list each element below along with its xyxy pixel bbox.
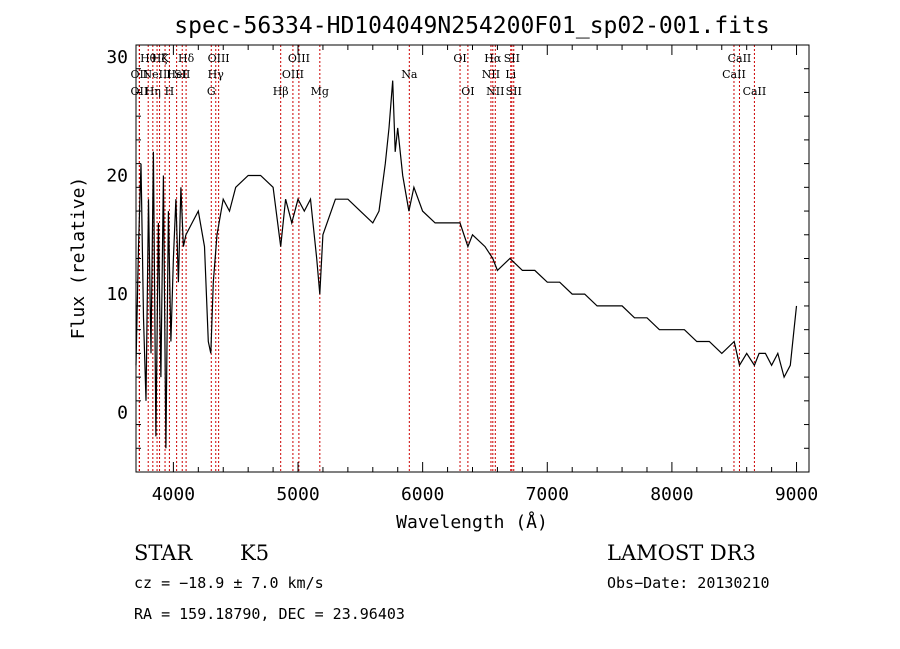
spectral-line-label: Hθ [140, 52, 157, 65]
y-tick-label: 10 [106, 284, 128, 305]
spectral-line-label: OIII [288, 52, 310, 65]
spectral-line-label: CaII [728, 52, 752, 65]
spectral-line-label: SII [504, 52, 520, 65]
spectrum-line [135, 80, 798, 449]
spectral-line-label: OIII [208, 52, 230, 65]
spectral-line-label: Hα [484, 52, 502, 65]
spectral-line-label: Hη [145, 85, 161, 98]
spectral-line-label: CaII [743, 85, 767, 98]
y-tick-label: 20 [106, 165, 128, 186]
observation-date: Obs−Date: 20130210 [607, 574, 770, 592]
spectral-line-label: SII [174, 68, 190, 81]
spectral-line-label: K [161, 52, 170, 65]
y-axis: 0 10 20 30 [106, 47, 809, 473]
x-tick-label: 8000 [650, 484, 693, 505]
spectral-line-label: OIII [282, 68, 304, 81]
spectral-line-label: CaII [722, 68, 746, 81]
spectral-line-label: OI [453, 52, 466, 65]
y-axis-label: Flux (relative) [68, 177, 89, 340]
spectral-line-label: G [207, 85, 216, 98]
spectral-line-label: SII [506, 85, 522, 98]
redshift-cz: cz = −18.9 ± 7.0 km/s [134, 574, 324, 592]
spectral-line-label: Hδ [178, 52, 195, 65]
spectral-line-label: Mg [311, 85, 329, 98]
spectral-line-label: OI [461, 85, 474, 98]
spectral-line-label: NeIII [142, 68, 171, 81]
spectral-line-label: OII [131, 85, 149, 98]
spectral-line-labels: OIIOIIHθHηNeIIIHζKHHeISIIHδGHγOIIIHβOIII… [131, 52, 767, 98]
spectral-line-label: HeI [166, 68, 186, 81]
spectral-line-label: Li [505, 68, 516, 81]
coordinates: RA = 159.18790, DEC = 23.96403 [134, 605, 405, 623]
x-tick-label: 5000 [276, 484, 319, 505]
spectral-line-label: Hζ [152, 52, 168, 65]
object-class: STAR [134, 541, 193, 565]
x-axis: 4000 5000 6000 7000 8000 9000 [152, 45, 818, 505]
x-tick-label: 6000 [401, 484, 444, 505]
y-tick-label: 30 [106, 47, 128, 68]
chart-title: spec-56334-HD104049N254200F01_sp02-001.f… [174, 13, 769, 39]
x-tick-label: 7000 [526, 484, 569, 505]
spectral-line-label: H [165, 85, 175, 98]
spectral-line-label: Hγ [208, 68, 225, 81]
spectral-line-label: OII [131, 68, 149, 81]
object-subclass: K5 [240, 541, 269, 565]
spectral-line-label: Na [401, 68, 418, 81]
plot-frame [135, 44, 810, 473]
spectral-line-label: NII [482, 68, 500, 81]
spectral-line-label: NII [486, 85, 504, 98]
x-axis-label: Wavelength (Å) [396, 511, 548, 533]
y-tick-label: 0 [117, 403, 128, 424]
spectral-line-markers [138, 45, 755, 472]
spectral-line-label: Hβ [273, 85, 289, 98]
x-tick-label: 9000 [775, 484, 818, 505]
x-tick-label: 4000 [152, 484, 195, 505]
survey-name: LAMOST DR3 [607, 541, 756, 565]
